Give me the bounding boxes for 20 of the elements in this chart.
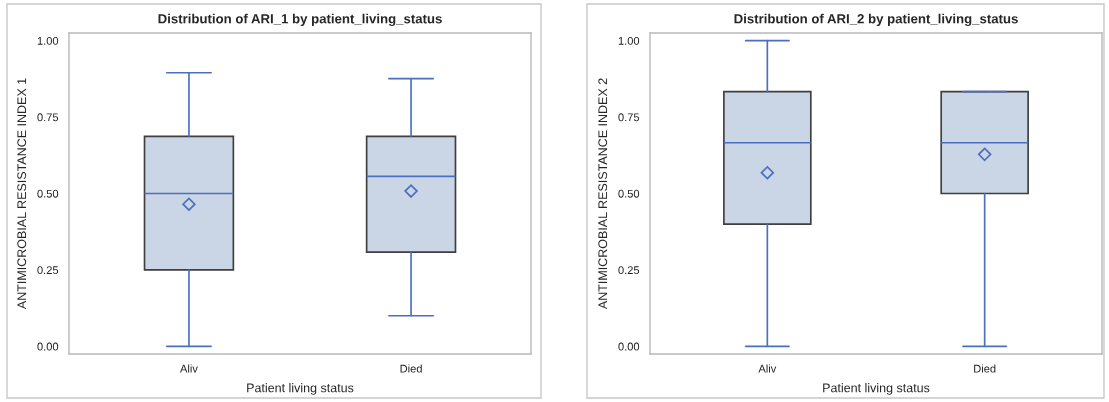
- y-tick-label: 0.00: [618, 342, 640, 351]
- y-tick-label: 0.75: [618, 113, 640, 122]
- y-tick-label: 0.75: [37, 113, 59, 122]
- x-tick-label: Aliv: [758, 364, 777, 373]
- y-axis-title: ANTIMICROBIAL RESISTANCE INDEX 1: [17, 78, 27, 310]
- y-tick-label: 0.25: [618, 266, 640, 275]
- y-tick-label: 0.50: [37, 189, 59, 198]
- chart-title: Distribution of ARI_2 by patient_living_status: [734, 13, 1018, 27]
- chart-title: Distribution of ARI_1 by patient_living_status: [158, 13, 442, 27]
- y-tick-label: 1.00: [618, 36, 640, 45]
- x-axis-title: Patient living status: [823, 383, 930, 395]
- y-tick-label: 0.50: [618, 189, 640, 198]
- y-axis-title: ANTIMICROBIAL RESISTANCE INDEX 2: [598, 78, 608, 310]
- x-axis-title: Patient living status: [247, 383, 354, 395]
- y-tick-label: 0.25: [37, 266, 59, 275]
- x-tick-label: Aliv: [180, 364, 198, 373]
- y-tick-label: 0.00: [37, 342, 59, 351]
- x-tick-label: Died: [974, 364, 996, 373]
- y-tick-label: 1.00: [37, 36, 59, 45]
- x-tick-label: Died: [400, 364, 422, 373]
